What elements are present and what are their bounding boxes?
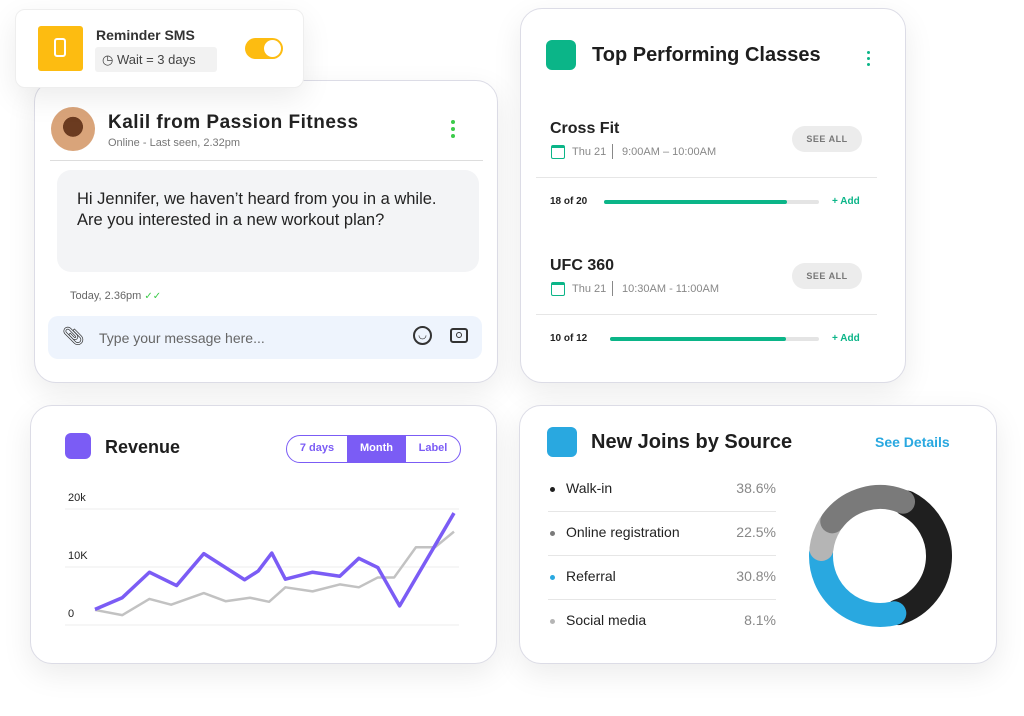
joins-accent-square xyxy=(547,427,577,457)
wait-text: Wait = 3 days xyxy=(116,52,196,67)
reminder-title: Reminder SMS xyxy=(96,27,195,43)
separator xyxy=(612,281,613,296)
double-check-icon: ✓✓ xyxy=(144,291,162,302)
avatar xyxy=(51,107,95,151)
add-button[interactable]: + Add xyxy=(832,333,860,344)
tab-7-days[interactable]: 7 days xyxy=(299,442,335,454)
divider xyxy=(536,177,877,178)
chat-card: Kalil from Passion Fitness Online - Last… xyxy=(34,80,498,383)
emoji-icon[interactable]: ◡ xyxy=(413,326,432,345)
source-row: Referral 30.8% xyxy=(548,556,776,600)
source-label: Online registration xyxy=(566,524,680,540)
revenue-line-chart: 20k 10K 0 xyxy=(65,492,459,626)
revenue-title: Revenue xyxy=(105,437,181,457)
y-tick-label: 20k xyxy=(68,492,86,504)
source-value: 30.8% xyxy=(736,568,776,584)
donut-slice-walk-in xyxy=(885,490,952,626)
revenue-card: Revenue 7 days Month Label 20k 10K 0 xyxy=(30,405,497,664)
add-button[interactable]: + Add xyxy=(832,196,860,207)
comparison-series-line xyxy=(94,530,455,617)
more-options-icon[interactable] xyxy=(451,120,455,141)
camera-icon[interactable] xyxy=(450,328,468,343)
class-item: UFC 360 Thu 21 10:30AM - 11:00AM SEE ALL… xyxy=(521,251,907,381)
class-item: Cross Fit Thu 21 9:00AM – 10:00AM SEE AL… xyxy=(521,114,907,244)
new-joins-card: New Joins by Source See Details Walk-in … xyxy=(519,405,997,664)
calendar-icon xyxy=(551,145,565,159)
revenue-series-line xyxy=(94,512,456,611)
source-label: Referral xyxy=(566,568,616,584)
classes-title: Top Performing Classes xyxy=(592,44,821,66)
clock-icon: ◷ xyxy=(102,52,114,67)
message-time: Today, 2.36pm ✓✓ xyxy=(70,290,161,302)
source-row: Walk-in 38.6% xyxy=(548,468,776,512)
source-value: 38.6% xyxy=(736,480,776,496)
paperclip-icon[interactable]: 📎︎ xyxy=(62,326,85,346)
top-classes-card: Top Performing Classes Cross Fit Thu 21 … xyxy=(520,8,906,383)
source-value: 22.5% xyxy=(736,524,776,540)
class-day: Thu 21 xyxy=(572,146,607,158)
class-progress-bar xyxy=(604,200,819,204)
revenue-accent-square xyxy=(65,433,91,459)
class-time: 10:30AM - 11:00AM xyxy=(622,283,720,295)
y-tick-label: 10K xyxy=(68,550,88,562)
legend-dot xyxy=(550,531,555,536)
wait-badge: ◷ Wait = 3 days xyxy=(95,47,217,72)
phone-icon xyxy=(38,26,83,71)
see-details-link[interactable]: See Details xyxy=(875,434,950,450)
legend-dot xyxy=(550,619,555,624)
tab-month[interactable]: Month xyxy=(347,436,406,462)
chat-contact-status: Online - Last seen, 2.32pm xyxy=(108,137,241,149)
separator xyxy=(612,144,613,159)
source-label: Social media xyxy=(566,612,647,628)
reminder-toggle[interactable] xyxy=(245,38,283,59)
class-name: Cross Fit xyxy=(550,120,620,137)
message-input[interactable]: 📎︎ Type your message here... ◡ xyxy=(48,316,482,359)
donut-slice-referral xyxy=(809,541,907,627)
class-count: 18 of 20 xyxy=(550,196,588,207)
class-progress-bar xyxy=(610,337,819,341)
legend-dot xyxy=(550,575,555,580)
source-row: Social media 8.1% xyxy=(548,600,776,644)
class-day: Thu 21 xyxy=(572,283,607,295)
message-text: Hi Jennifer, we haven’t heard from you i… xyxy=(77,190,437,229)
calendar-icon xyxy=(551,282,565,296)
class-count: 10 of 12 xyxy=(550,333,588,344)
source-row: Online registration 22.5% xyxy=(548,512,776,556)
classes-accent-square xyxy=(546,40,576,70)
message-placeholder[interactable]: Type your message here... xyxy=(99,330,265,346)
class-name: UFC 360 xyxy=(550,257,615,274)
joins-title: New Joins by Source xyxy=(591,431,793,453)
message-bubble: Hi Jennifer, we haven’t heard from you i… xyxy=(57,170,479,272)
y-tick-label: 0 xyxy=(68,608,74,620)
see-all-button[interactable]: SEE ALL xyxy=(792,126,862,152)
period-tabs: 7 days Month Label xyxy=(286,435,461,463)
divider xyxy=(50,160,483,161)
class-time: 9:00AM – 10:00AM xyxy=(622,146,717,158)
source-value: 8.1% xyxy=(744,612,776,628)
donut-slice-online-registration xyxy=(820,485,916,534)
chat-contact-name: Kalil from Passion Fitness xyxy=(108,112,359,133)
more-options-icon[interactable] xyxy=(867,51,871,69)
source-label: Walk-in xyxy=(566,480,613,496)
message-time-text: Today, 2.36pm xyxy=(70,290,142,302)
legend-dot xyxy=(550,487,555,492)
reminder-sms-card: Reminder SMS ◷ Wait = 3 days xyxy=(15,9,304,88)
tab-label[interactable]: Label xyxy=(418,442,448,454)
divider xyxy=(536,314,877,315)
see-all-button[interactable]: SEE ALL xyxy=(792,263,862,289)
joins-donut-chart xyxy=(809,485,952,627)
